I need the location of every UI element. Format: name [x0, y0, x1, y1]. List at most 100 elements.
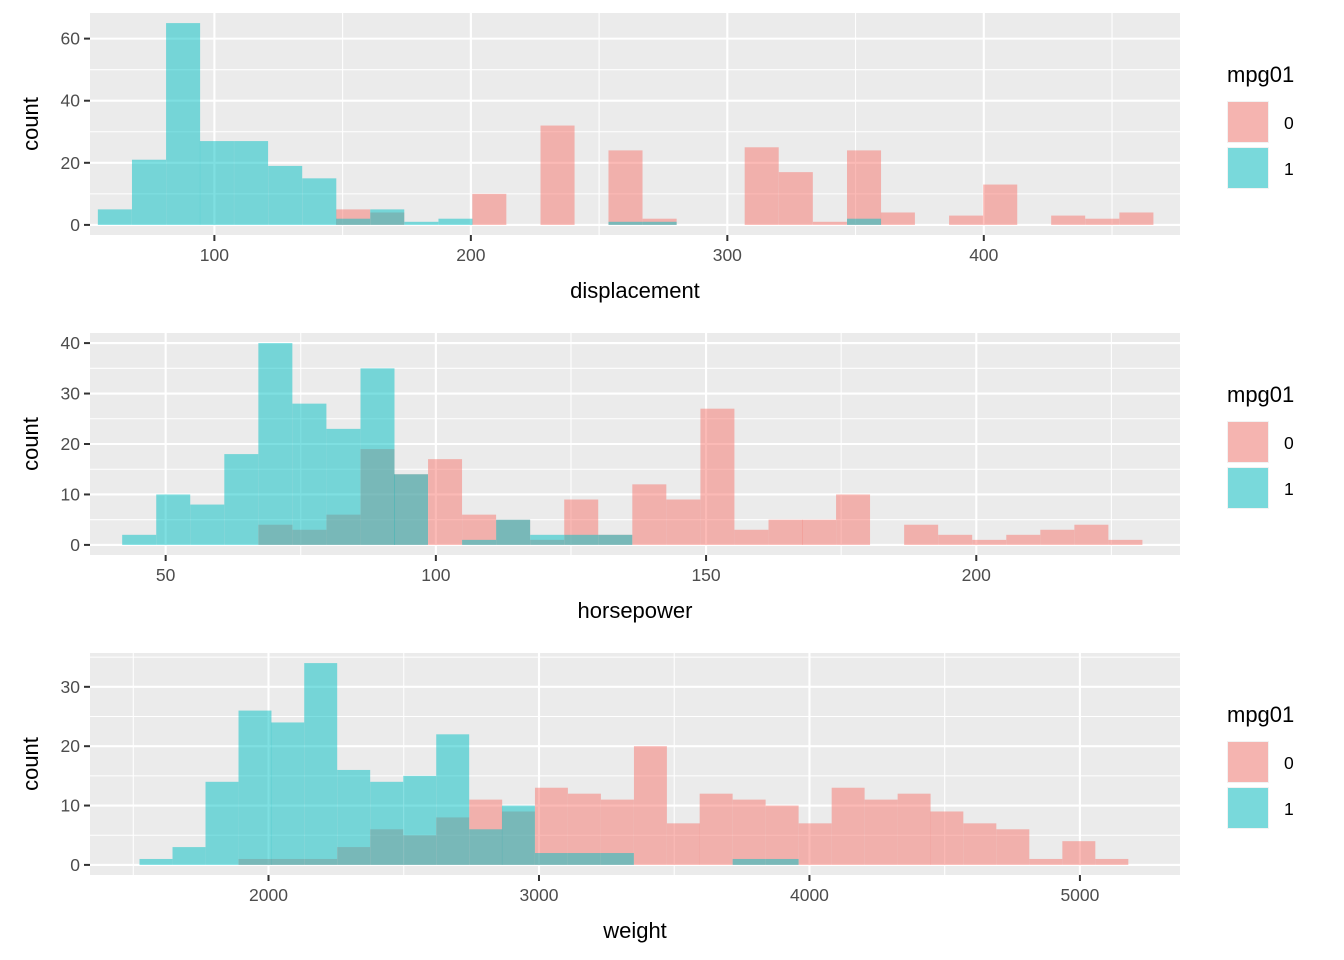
histogram-bar-series-1	[564, 534, 599, 545]
histogram-bar-series-1	[567, 853, 601, 865]
legend-key-1	[1228, 148, 1268, 188]
histogram-bar-series-0	[812, 221, 847, 225]
histogram-bar-series-1	[97, 209, 132, 225]
histogram-bar-series-0	[847, 150, 882, 225]
y-tick-label: 30	[61, 384, 81, 404]
histogram-bar-series-0	[972, 539, 1007, 545]
histogram-bar-series-1	[530, 534, 565, 545]
y-axis-title: count	[18, 417, 43, 471]
y-tick-label: 20	[61, 153, 81, 173]
histogram-bar-series-1	[234, 141, 269, 225]
histogram-bar-series-0	[1029, 858, 1063, 865]
y-axis-title: count	[18, 737, 43, 791]
legend-key-0	[1228, 422, 1268, 462]
y-tick-label: 10	[61, 796, 81, 816]
histogram-bar-series-1	[336, 218, 371, 225]
histogram-bar-series-1	[271, 722, 305, 865]
histogram-bar-series-1	[337, 769, 371, 865]
histogram-bar-series-1	[394, 474, 428, 545]
histogram-bar-series-1	[496, 519, 531, 545]
legend-label-1: 1	[1284, 159, 1294, 179]
chart-svg-weight: 2000 3000 4000 5000 0 10 20 30 weight count mpg01 0…	[18, 653, 1294, 943]
histogram-bar-series-0	[864, 799, 898, 865]
histogram-bar-series-1	[304, 663, 338, 865]
legend-title: mpg01	[1227, 62, 1294, 87]
histogram-bar-series-1	[268, 165, 303, 225]
x-tick-label: 2000	[249, 885, 288, 905]
histogram-bar-series-0	[938, 534, 973, 545]
histogram-bar-series-0	[699, 793, 733, 865]
x-axis-title: weight	[602, 918, 667, 943]
histogram-bar-series-0	[1119, 212, 1154, 225]
histogram-bar-series-0	[996, 829, 1030, 865]
histogram-bar-series-0	[540, 125, 575, 225]
legend-label-0: 0	[1284, 753, 1294, 773]
chart-svg-horsepower: 50 100 150 200010203040horsepowercountmpg01…	[18, 333, 1294, 623]
histogram-bar-series-1	[847, 218, 882, 225]
legend-label-0: 0	[1284, 113, 1294, 133]
histogram-bar-series-1	[370, 781, 404, 865]
histogram-bar-series-1	[608, 221, 643, 225]
legend-title: mpg01	[1227, 382, 1294, 407]
x-tick-label: 3000	[520, 885, 559, 905]
histogram-bar-series-1	[122, 534, 157, 545]
histogram-bar-series-0	[1085, 218, 1120, 225]
legend-key-1	[1228, 468, 1268, 508]
histogram-bar-series-1	[469, 829, 503, 865]
histogram-bar-series-0	[608, 150, 643, 225]
x-tick-label: 150	[691, 565, 720, 585]
y-tick-label: 40	[61, 91, 81, 111]
histogram-bar-series-1	[436, 734, 470, 865]
x-tick-label: 100	[200, 245, 229, 265]
histogram-bar-series-0	[1006, 534, 1041, 545]
histogram-bar-series-1	[438, 218, 473, 225]
histogram-displacement: 100 200 300 400 0 20 40 60 displacement count mpg0…	[0, 0, 1344, 320]
histogram-bar-series-1	[156, 494, 191, 545]
histogram-bar-series-0	[633, 746, 667, 865]
histogram-bar-series-1	[224, 454, 259, 545]
histogram-bar-series-1	[534, 853, 568, 865]
histogram-bar-series-0	[1062, 841, 1096, 865]
histogram-bar-series-1	[404, 221, 439, 225]
histogram-bar-series-0	[567, 793, 601, 865]
histogram-bar-series-0	[534, 787, 568, 865]
histogram-bar-series-1	[501, 805, 535, 865]
legend-label-1: 1	[1284, 799, 1294, 819]
histogram-bar-series-0	[778, 172, 813, 225]
y-axis-title: count	[18, 97, 43, 151]
histogram-bar-series-1	[370, 209, 405, 225]
x-tick-label: 5000	[1060, 885, 1099, 905]
x-tick-label: 50	[156, 565, 176, 585]
chart-svg-displacement: 100 200 300 400 0 20 40 60 displacement count mpg0…	[18, 13, 1294, 303]
x-tick-label: 400	[969, 245, 998, 265]
histogram-bar-series-0	[768, 519, 803, 545]
histogram-bar-series-0	[897, 793, 931, 865]
histogram-bar-series-0	[930, 811, 964, 865]
histogram-bar-series-0	[949, 215, 984, 225]
x-tick-label: 200	[962, 565, 991, 585]
x-axis-title: displacement	[570, 278, 700, 303]
histogram-bar-series-1	[642, 221, 677, 225]
histogram-bar-series-0	[732, 799, 766, 865]
histogram-bar-series-1	[199, 141, 234, 225]
y-tick-label: 0	[70, 855, 80, 875]
histogram-bar-series-0	[1095, 858, 1129, 865]
histogram-bar-series-0	[798, 823, 832, 865]
histogram-bar-series-0	[904, 524, 939, 545]
histogram-bar-series-0	[765, 805, 799, 865]
y-tick-label: 60	[61, 29, 81, 49]
x-tick-label: 300	[713, 245, 742, 265]
histogram-bar-series-0	[632, 484, 667, 545]
x-tick-label: 200	[456, 245, 485, 265]
histogram-bar-series-0	[963, 823, 997, 865]
histogram-bar-series-0	[1108, 539, 1143, 545]
histogram-bar-series-0	[428, 459, 463, 545]
histogram-bar-series-0	[700, 408, 735, 545]
histogram-bar-series-0	[666, 499, 701, 545]
y-tick-label: 40	[61, 333, 81, 353]
histogram-bar-series-1	[172, 847, 206, 865]
histogram-bar-series-1	[139, 858, 173, 865]
y-tick-label: 20	[61, 434, 81, 454]
histogram-bar-series-0	[744, 147, 779, 225]
histogram-weight: 2000 3000 4000 5000 0 10 20 30 weight count mpg01 0…	[0, 640, 1344, 960]
